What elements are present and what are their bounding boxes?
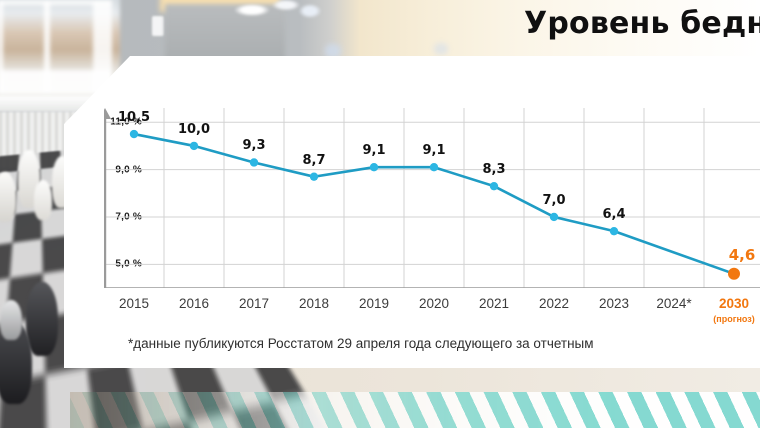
chart-svg <box>104 108 760 288</box>
chess-piece-white <box>0 172 16 222</box>
decorative-stripes-shade <box>70 392 320 428</box>
chess-piece-black <box>0 300 22 340</box>
wall-dot-decoration <box>434 43 448 55</box>
forecast-note: (прогноз) <box>713 314 755 324</box>
chess-piece-black <box>26 282 58 356</box>
wall-art-decoration <box>222 0 332 30</box>
x-axis-tick-label: 2030 <box>718 296 750 311</box>
vertical-gridlines <box>163 108 705 288</box>
data-point-markers <box>129 129 740 280</box>
x-axis-tick-label: 2021 <box>478 296 510 311</box>
x-axis-tick-label: 2018 <box>298 296 330 311</box>
footnote: *данные публикуются Росстатом 29 апреля … <box>128 336 594 351</box>
x-axis-tick-label: 2017 <box>238 296 270 311</box>
x-axis-tick-label: 2023 <box>598 296 630 311</box>
x-axis-tick-label: 2022 <box>538 296 570 311</box>
wall-dot-decoration <box>325 44 341 58</box>
series-line <box>132 132 736 276</box>
x-axis-tick-label: 2020 <box>418 296 450 311</box>
gridlines <box>104 121 760 265</box>
chess-piece-white <box>34 180 52 220</box>
line-chart <box>104 108 760 288</box>
x-axis-tick-label: 2019 <box>358 296 390 311</box>
axis-lines <box>104 108 760 288</box>
x-axis-tick-label: 2024* <box>656 296 692 311</box>
x-axis-tick-label: 2015 <box>118 296 150 311</box>
window-icon <box>0 0 120 102</box>
light-switch-icon <box>152 16 164 36</box>
x-axis-tick-label: 2016 <box>178 296 210 311</box>
x-axis-labels: 2015 2016 2017 2018 2019 2020 2021 2022 2023 2024… <box>104 296 760 332</box>
page-title: Уровень бедно <box>524 6 760 41</box>
